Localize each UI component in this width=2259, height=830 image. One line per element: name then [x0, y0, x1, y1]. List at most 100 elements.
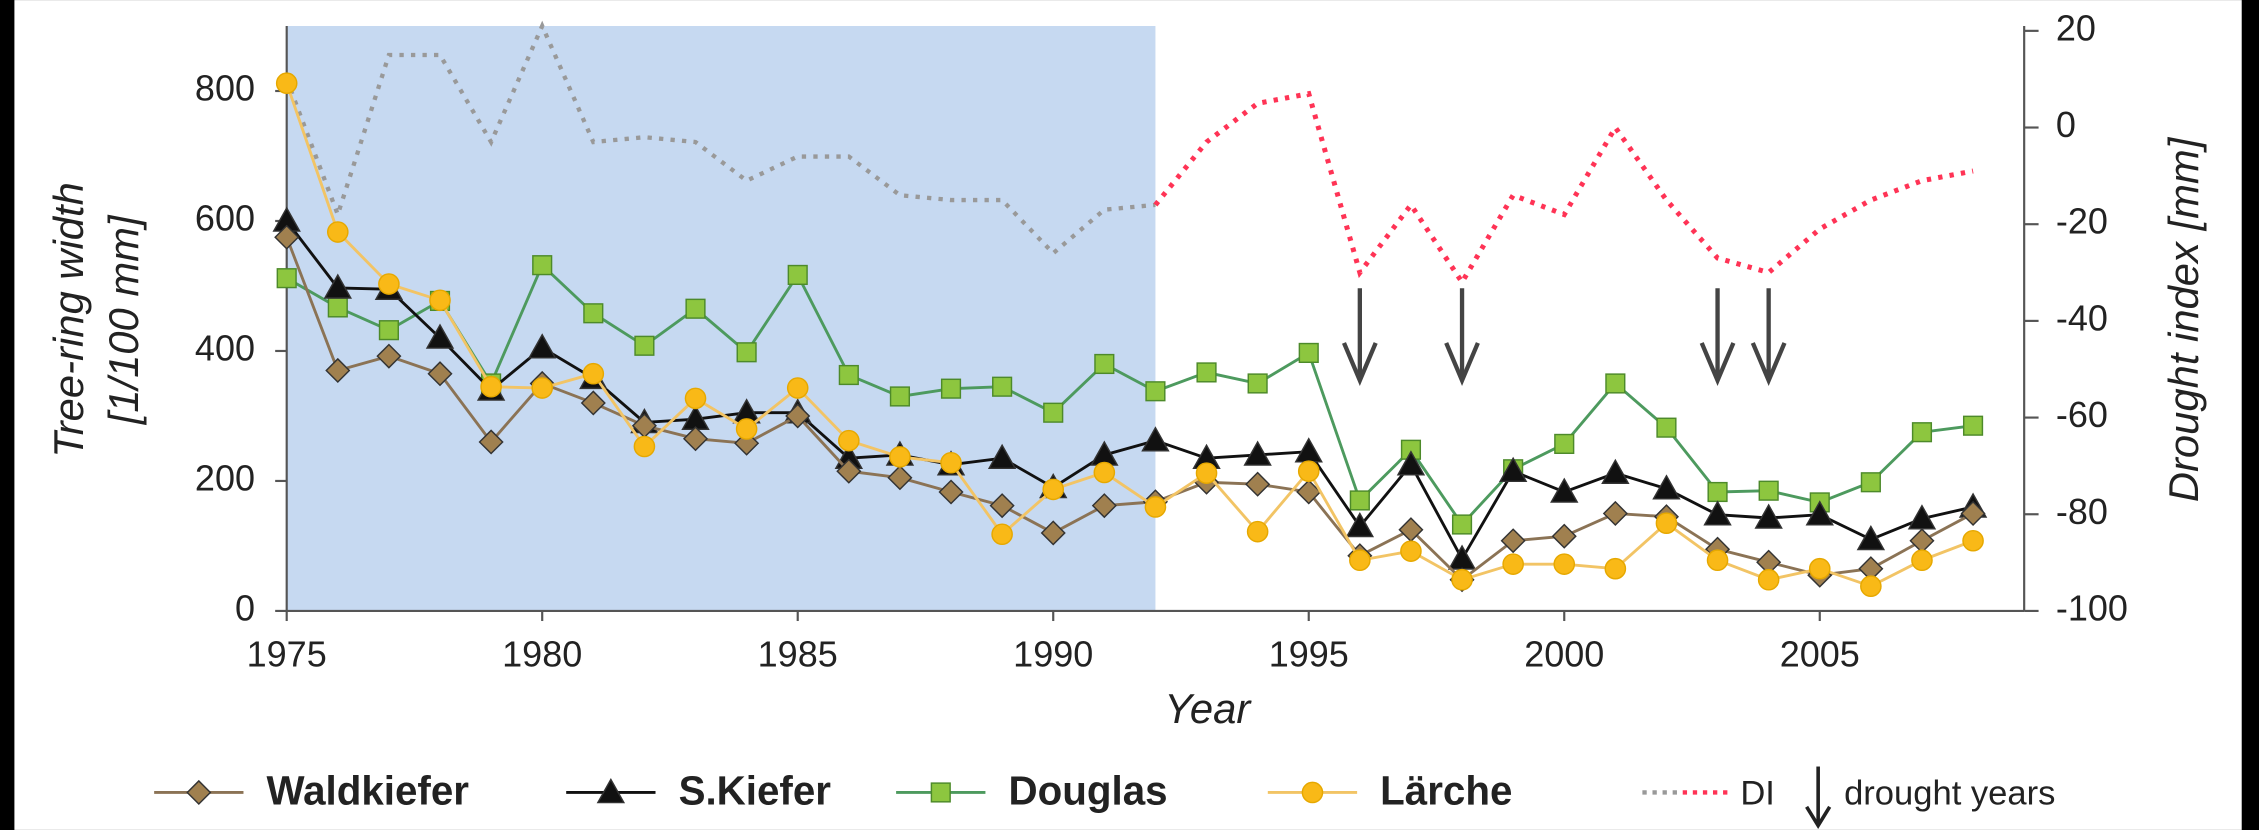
y2-axis-label: Drought index [mm] — [2160, 136, 2207, 502]
y-axis-label: Tree-ring width — [45, 182, 92, 457]
shaded-period — [286, 26, 1156, 611]
marker — [633, 435, 656, 458]
marker — [1245, 471, 1271, 497]
marker — [1502, 553, 1524, 575]
marker — [1962, 529, 1984, 552]
x-tick-label: 1990 — [1013, 634, 1093, 675]
marker — [1808, 557, 1831, 580]
marker — [580, 390, 606, 416]
marker — [1141, 426, 1170, 452]
marker — [1754, 503, 1783, 529]
marker — [991, 523, 1013, 546]
marker — [1551, 523, 1577, 549]
marker — [582, 362, 605, 385]
y2-tick-label: 20 — [2056, 7, 2096, 48]
marker — [734, 430, 760, 456]
legend-marker — [186, 779, 212, 806]
marker — [889, 386, 911, 407]
marker — [1094, 353, 1115, 375]
marker — [378, 273, 400, 295]
marker — [1856, 525, 1886, 551]
marker — [1707, 481, 1728, 503]
legend-label: Waldkiefer — [267, 768, 470, 814]
marker — [838, 429, 860, 452]
marker — [480, 375, 502, 398]
marker — [1297, 460, 1320, 483]
marker — [1962, 415, 1984, 436]
marker — [987, 443, 1017, 470]
legend-marker — [1301, 781, 1324, 804]
marker — [1911, 422, 1933, 443]
series-line — [285, 236, 1974, 582]
marker — [889, 446, 911, 468]
marker — [1451, 568, 1473, 591]
marker — [274, 224, 300, 250]
marker — [786, 377, 809, 399]
marker — [1656, 417, 1677, 438]
legend-label: Douglas — [1008, 768, 1167, 814]
marker — [1042, 478, 1065, 501]
marker — [378, 320, 399, 341]
x-tick-label: 1995 — [1269, 634, 1349, 675]
marker — [1703, 500, 1732, 526]
marker — [1911, 549, 1933, 572]
legend-marker — [930, 782, 951, 803]
marker — [1243, 440, 1272, 466]
x-axis-label: Year — [1164, 685, 1252, 732]
y-axis-label: [1/100 mm] — [100, 214, 147, 425]
arrow-head — [1750, 342, 1787, 386]
marker — [326, 221, 349, 243]
x-tick-label: 1975 — [247, 634, 327, 675]
marker — [1805, 500, 1834, 526]
marker — [1247, 373, 1268, 394]
marker — [787, 264, 808, 286]
marker — [276, 268, 297, 289]
marker — [938, 479, 964, 505]
marker — [887, 465, 913, 491]
marker — [1040, 520, 1066, 546]
marker — [1655, 512, 1678, 535]
marker — [1554, 433, 1575, 454]
marker — [478, 429, 504, 455]
y2-tick-label: -20 — [2056, 201, 2108, 242]
y-tick-label: 400 — [195, 327, 255, 368]
marker — [1500, 528, 1526, 554]
y2-tick-label: -100 — [2056, 587, 2128, 628]
marker — [1860, 575, 1882, 598]
marker — [425, 323, 455, 349]
marker — [1550, 477, 1579, 503]
marker — [1553, 553, 1576, 575]
y-tick-label: 0 — [235, 587, 255, 628]
legend-label: S.Kiefer — [679, 768, 832, 814]
marker — [1195, 462, 1218, 484]
marker — [940, 451, 962, 474]
series-line — [285, 262, 1974, 527]
marker — [1757, 568, 1780, 591]
marker — [634, 335, 655, 356]
marker — [1296, 479, 1322, 505]
marker — [275, 72, 298, 95]
arrow-head — [1699, 342, 1736, 386]
marker — [1451, 514, 1473, 535]
marker — [838, 364, 859, 386]
y2-tick-label: 0 — [2056, 104, 2076, 145]
drought-arrow — [1444, 288, 1480, 386]
y-tick-label: 600 — [195, 198, 255, 239]
marker — [1602, 500, 1628, 526]
marker — [1349, 490, 1370, 511]
x-tick-label: 2005 — [1780, 634, 1860, 675]
drought-arrow — [1699, 288, 1736, 386]
marker — [528, 333, 557, 359]
marker — [1396, 450, 1426, 476]
marker — [682, 426, 709, 452]
arrow-head — [1444, 342, 1480, 386]
drought-arrow — [1750, 288, 1787, 386]
marker — [327, 297, 348, 318]
legend-marker — [596, 778, 626, 804]
marker — [1298, 342, 1319, 364]
marker — [1604, 557, 1627, 580]
marker — [1091, 493, 1117, 519]
drought-arrow — [1342, 288, 1378, 386]
marker — [325, 357, 351, 384]
